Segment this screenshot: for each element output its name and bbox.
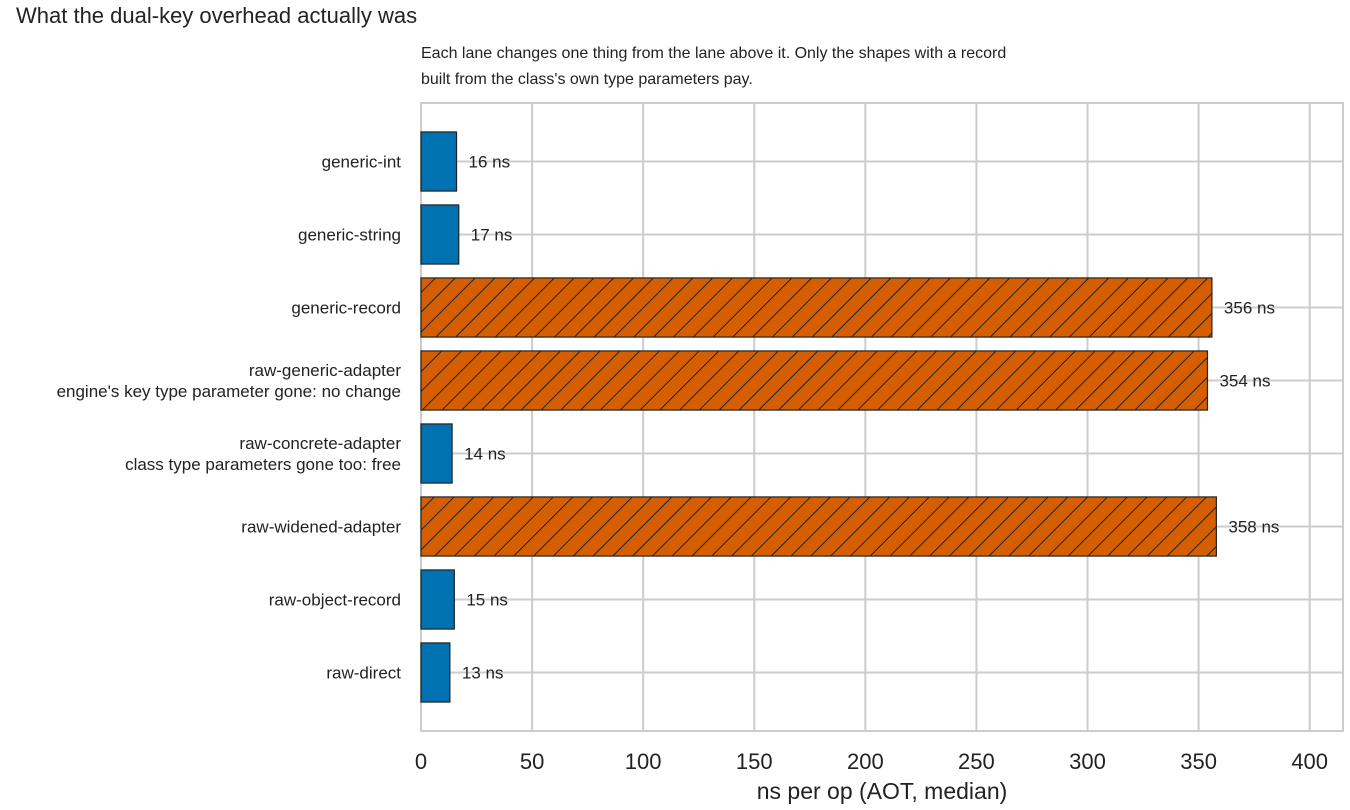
x-tick-label: 50 [520,749,544,774]
data-label: 14 ns [464,445,506,464]
bar-free [420,423,453,484]
bar-pays [420,496,1217,557]
category-label: raw-concrete-adapter [239,434,401,453]
data-label: 13 ns [462,664,504,683]
chart-title: What the dual-key overhead actually was [16,3,418,28]
chart-subtitle: Each lane changes one thing from the lan… [421,41,1006,93]
subtitle-line: Each lane changes one thing from the lan… [421,45,1007,62]
category-label: generic-string [298,226,401,245]
category-label: generic-int [322,153,402,172]
bar-free [420,569,455,630]
category-label: raw-widened-adapter [241,518,401,537]
plot-frame [420,102,1344,732]
bar-pays [420,277,1213,338]
data-label: 15 ns [466,591,508,610]
x-tick-label: 0 [415,749,427,774]
x-axis-label: ns per op (AOT, median) [757,778,1008,804]
x-tick-label: 100 [625,749,662,774]
data-label: 354 ns [1219,372,1270,391]
x-tick-label: 250 [958,749,995,774]
category-label: raw-generic-adapter [249,361,401,380]
x-tick-label: 350 [1180,749,1217,774]
x-tick-label: 150 [736,749,773,774]
data-label: 356 ns [1224,299,1275,318]
bar-free [420,642,451,703]
x-tick-label: 300 [1069,749,1106,774]
category-label: raw-direct [326,664,401,683]
category-label: class type parameters gone too: free [125,455,401,474]
bar-free [420,131,458,192]
data-label: 16 ns [469,153,511,172]
x-tick-label: 400 [1291,749,1328,774]
bar-pays [420,350,1209,411]
category-label: generic-record [291,299,401,318]
bar-free [420,204,460,265]
category-label: raw-object-record [269,591,401,610]
subtitle-line: built from the class's own type paramete… [421,71,753,88]
category-label: engine's key type parameter gone: no cha… [57,382,401,401]
x-tick-label: 200 [847,749,884,774]
data-label: 17 ns [471,226,513,245]
data-label: 358 ns [1228,518,1279,537]
